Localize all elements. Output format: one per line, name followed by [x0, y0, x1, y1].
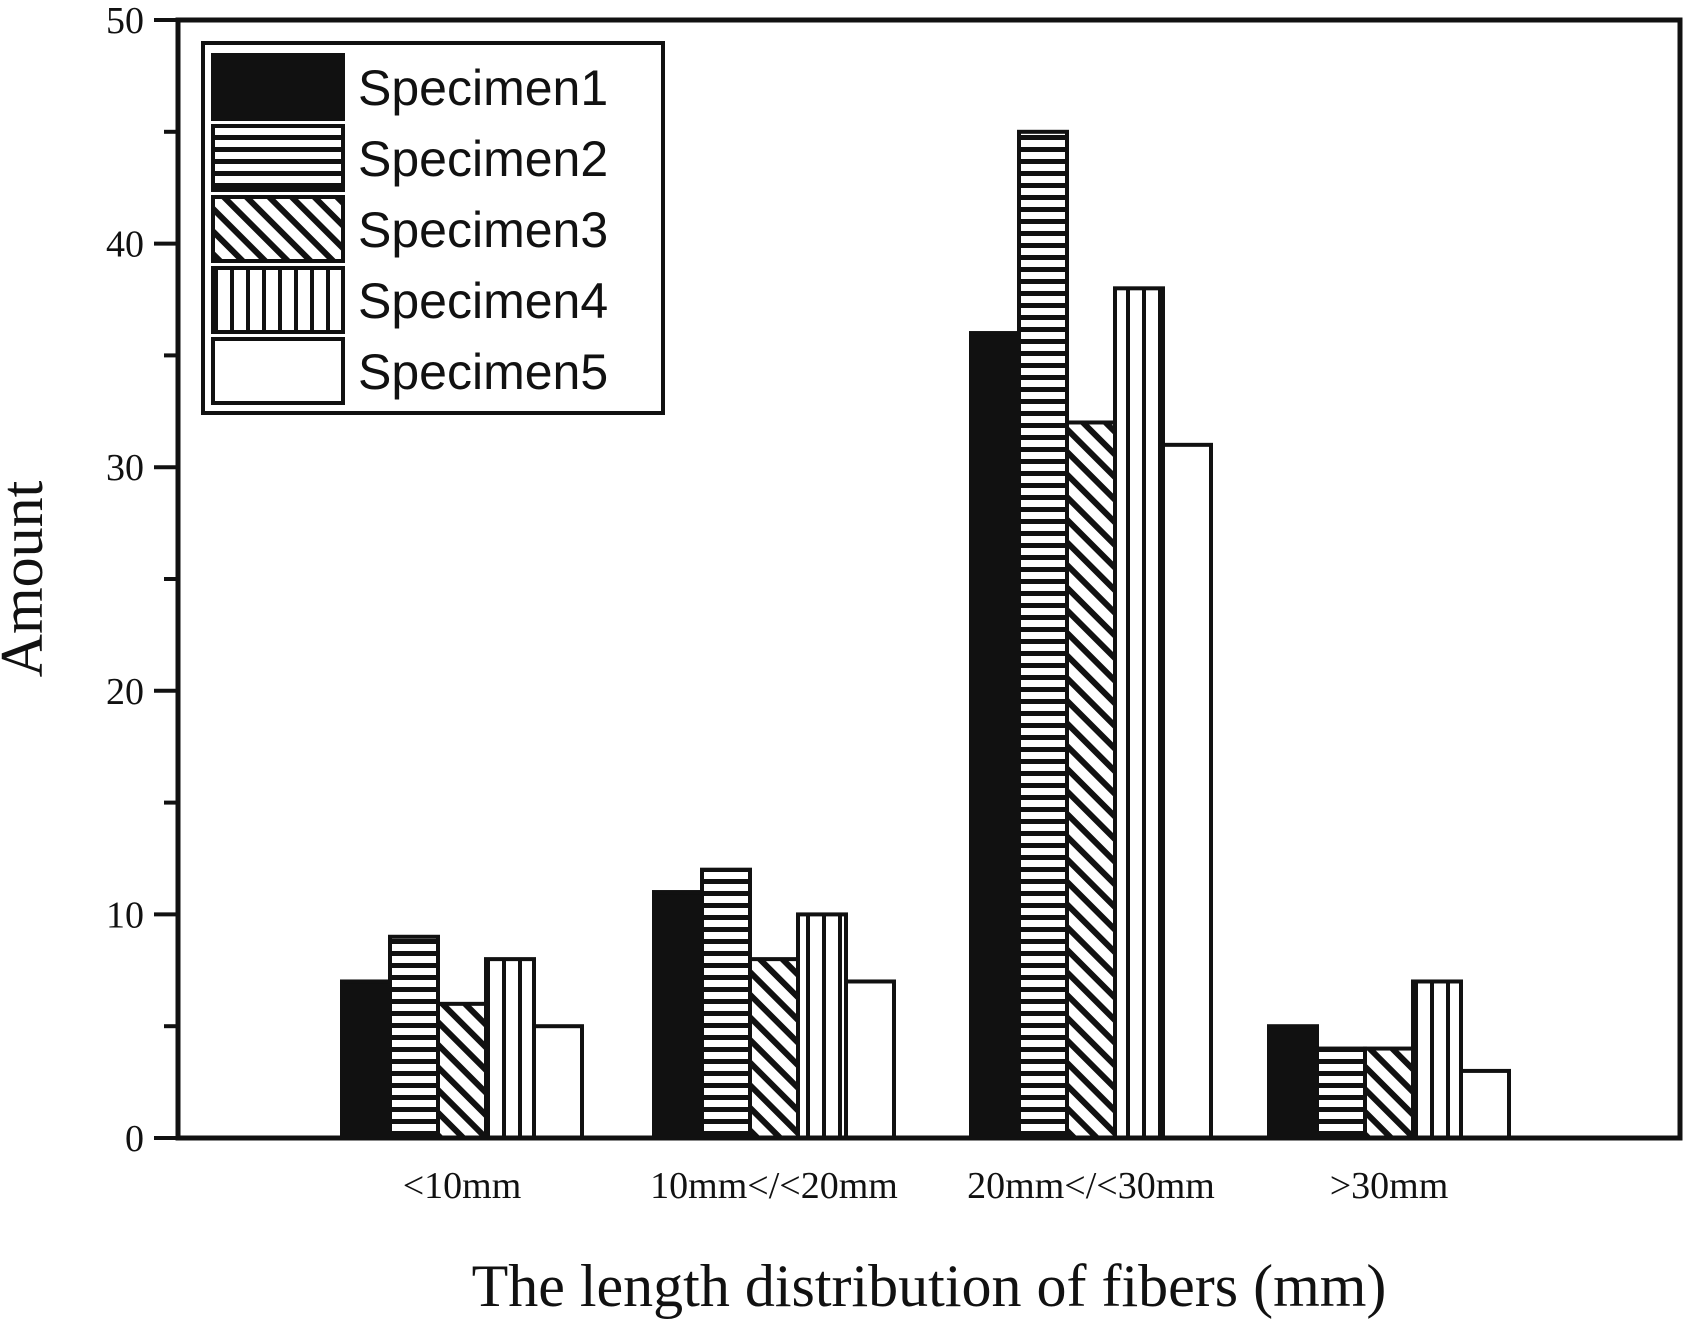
legend-swatch-specimen3 — [211, 195, 345, 263]
legend-swatch-specimen2 — [211, 124, 345, 192]
bar-specimen1-1 — [340, 979, 392, 1140]
bar-specimen4-2 — [796, 912, 848, 1141]
x-axis-title: The length distribution of fibers (mm) — [472, 1253, 1387, 1319]
y-tick-label: 30 — [106, 447, 144, 489]
legend: Specimen1 Specimen2 Specimen3 Specimen4 Spec… — [201, 41, 665, 415]
x-axis-labels: <10mm 10mm</<20mm 20mm</<30mm >30mm — [403, 1165, 1449, 1207]
bar-specimen1-3 — [969, 331, 1021, 1141]
y-tick-label: 50 — [106, 0, 144, 42]
bar-specimen4-1 — [484, 957, 536, 1140]
y-tick-label: 40 — [106, 224, 144, 266]
bar-specimen1-4 — [1267, 1024, 1319, 1140]
bar-specimen5-4 — [1459, 1068, 1511, 1141]
bar-specimen2-1 — [388, 934, 440, 1141]
legend-swatch-specimen1 — [211, 53, 345, 121]
bar-specimen3-2 — [748, 957, 800, 1140]
y-tick-label: 20 — [106, 671, 144, 713]
legend-label-specimen3: Specimen3 — [358, 202, 608, 258]
bar-specimen1-2 — [652, 890, 704, 1140]
x-tick-label: >30mm — [1330, 1165, 1449, 1207]
bar-specimen5-1 — [532, 1024, 584, 1140]
legend-label-specimen5: Specimen5 — [358, 344, 608, 400]
bar-specimen2-2 — [700, 867, 752, 1140]
bars — [340, 129, 1511, 1141]
legend-swatch-specimen4 — [211, 266, 345, 334]
y-axis: 0 10 20 30 40 50 — [106, 0, 178, 1160]
legend-label-specimen1: Specimen1 — [358, 60, 608, 116]
bar-specimen3-3 — [1065, 420, 1117, 1141]
bar-specimen2-3 — [1017, 129, 1069, 1141]
x-tick-label: 10mm</<20mm — [650, 1165, 898, 1207]
legend-label-specimen2: Specimen2 — [358, 131, 608, 187]
legend-label-specimen4: Specimen4 — [358, 273, 608, 329]
x-tick-label: <10mm — [403, 1165, 522, 1207]
x-tick-label: 20mm</<30mm — [967, 1165, 1215, 1207]
legend-swatch-specimen5 — [211, 337, 345, 405]
y-tick-label: 0 — [125, 1118, 144, 1160]
y-tick-label: 10 — [106, 894, 144, 936]
bar-specimen3-1 — [436, 1001, 488, 1141]
plot-frame — [175, 17, 1683, 1141]
bar-specimen3-4 — [1363, 1046, 1415, 1141]
bar-specimen2-4 — [1315, 1046, 1367, 1141]
bar-specimen4-4 — [1411, 979, 1463, 1140]
bar-specimen5-3 — [1161, 442, 1213, 1140]
bar-specimen5-2 — [844, 979, 896, 1140]
bar-specimen4-3 — [1113, 286, 1165, 1140]
y-axis-title: Amount — [0, 480, 55, 677]
